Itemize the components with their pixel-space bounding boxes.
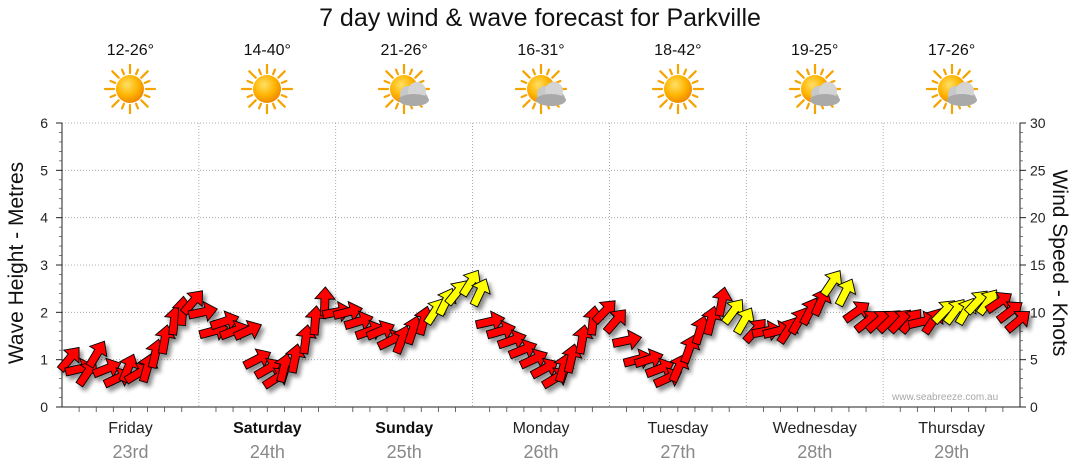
day-name: Friday [108, 420, 153, 437]
wind-arrow-shape [602, 309, 626, 335]
left-tick-label: 6 [40, 115, 48, 131]
day-name: Thursday [918, 420, 985, 437]
wind-arrow [834, 278, 857, 308]
wind-arrow [842, 301, 870, 324]
watermark: www.seabreeze.com.au [892, 392, 999, 403]
day-weather-1: 12-26° [80, 42, 180, 114]
left-tick-label: 4 [40, 210, 48, 226]
day-label-5: Tuesday 27th [609, 420, 746, 463]
wind-arrow [232, 319, 263, 341]
wind-arrow [85, 340, 108, 369]
left-tick-label: 5 [40, 162, 48, 178]
temperature-range: 16-31° [517, 42, 565, 59]
left-tick-label: 3 [40, 257, 48, 273]
page-title: 7 day wind & wave forecast for Parkville [319, 4, 761, 32]
temperature-range: 19-25° [791, 42, 839, 59]
day-weather-2: 14-40° [217, 42, 317, 114]
right-tick-label: 25 [1030, 162, 1046, 178]
wind-arrow [711, 286, 734, 317]
wind-arrow-shape [179, 290, 203, 316]
left-tick-label: 0 [40, 399, 48, 415]
temperature-range: 14-40° [243, 42, 291, 59]
day-date: 24th [249, 442, 285, 462]
day-label-3: Sunday 25th [336, 420, 473, 463]
wind-arrow [591, 300, 616, 326]
right-tick-label: 15 [1030, 257, 1046, 273]
grid [62, 122, 1020, 407]
day-date: 27th [660, 442, 696, 462]
wind-arrow-shape [85, 340, 108, 369]
sun-cloud-icon [765, 64, 865, 114]
day-name: Sunday [375, 420, 434, 437]
day-name: Wednesday [772, 420, 857, 437]
day-label-1: Friday 23rd [62, 420, 199, 463]
day-weather-6: 19-25° [765, 42, 865, 114]
wind-arrow [1004, 311, 1031, 334]
wind-arrow-shape [591, 300, 616, 326]
temperature-range: 21-26° [380, 42, 428, 59]
wind-arrow-shape [711, 286, 734, 317]
day-label-4: Monday 26th [473, 420, 610, 463]
day-name: Saturday [233, 420, 302, 437]
wind-arrow-shape [984, 291, 1012, 315]
left-tick-label: 2 [40, 304, 48, 320]
wind-arrow [179, 290, 203, 316]
wind-arrows [56, 269, 1031, 390]
day-label-7: Thursday 29th [883, 420, 1020, 463]
wind-arrow [984, 291, 1012, 315]
wind-arrow-shape [611, 329, 643, 351]
day-weather-3: 21-26° [354, 42, 454, 114]
right-tick-label: 5 [1030, 352, 1038, 368]
wind-arrow-shape [529, 357, 559, 380]
right-tick-label: 30 [1030, 115, 1046, 131]
wind-arrow-shape [842, 301, 870, 324]
sun-icon [217, 64, 317, 114]
wind-arrow [187, 300, 218, 323]
right-tick-label: 20 [1030, 210, 1046, 226]
temperature-range: 12-26° [106, 42, 155, 59]
wind-arrow [56, 346, 80, 373]
sun-icon [80, 64, 180, 114]
day-name: Tuesday [647, 420, 709, 437]
day-weather-4: 16-31° [491, 42, 591, 114]
wind-arrow-shape [834, 278, 857, 308]
day-date: 26th [523, 442, 559, 462]
axes: 0 1 2 3 4 5 6 0 5 10 15 20 25 30 [40, 115, 1046, 415]
wind-arrow-shape [469, 278, 491, 308]
wind-arrow-shape [56, 346, 80, 373]
left-tick-label: 1 [40, 352, 48, 368]
day-date: 25th [386, 442, 422, 462]
wind-arrow-shape [187, 300, 218, 323]
right-tick-label: 10 [1030, 304, 1046, 320]
temperature-range: 18-42° [654, 42, 702, 59]
wind-arrow-shape [232, 319, 263, 341]
day-date: 29th [934, 442, 970, 462]
sun-cloud-icon [354, 64, 454, 114]
day-weather-5: 18-42° [628, 42, 728, 114]
temperature-range: 17-26° [927, 42, 976, 59]
sun-cloud-icon [902, 64, 1002, 114]
right-tick-label: 0 [1030, 399, 1038, 415]
day-label-6: Wednesday 28th [746, 420, 883, 463]
wind-arrow [602, 309, 626, 335]
wind-arrow [529, 357, 559, 380]
day-date: 28th [797, 442, 833, 462]
wind-arrow [469, 278, 491, 308]
day-date: 23rd [112, 442, 149, 462]
day-weather-7: 17-26° [902, 42, 1002, 114]
day-label-2: Saturday 24th [199, 420, 336, 463]
sun-icon [628, 64, 728, 114]
wind-arrow [611, 329, 643, 351]
day-name: Monday [512, 420, 570, 437]
wind-arrow-shape [1004, 311, 1031, 334]
sun-cloud-icon [491, 64, 591, 114]
